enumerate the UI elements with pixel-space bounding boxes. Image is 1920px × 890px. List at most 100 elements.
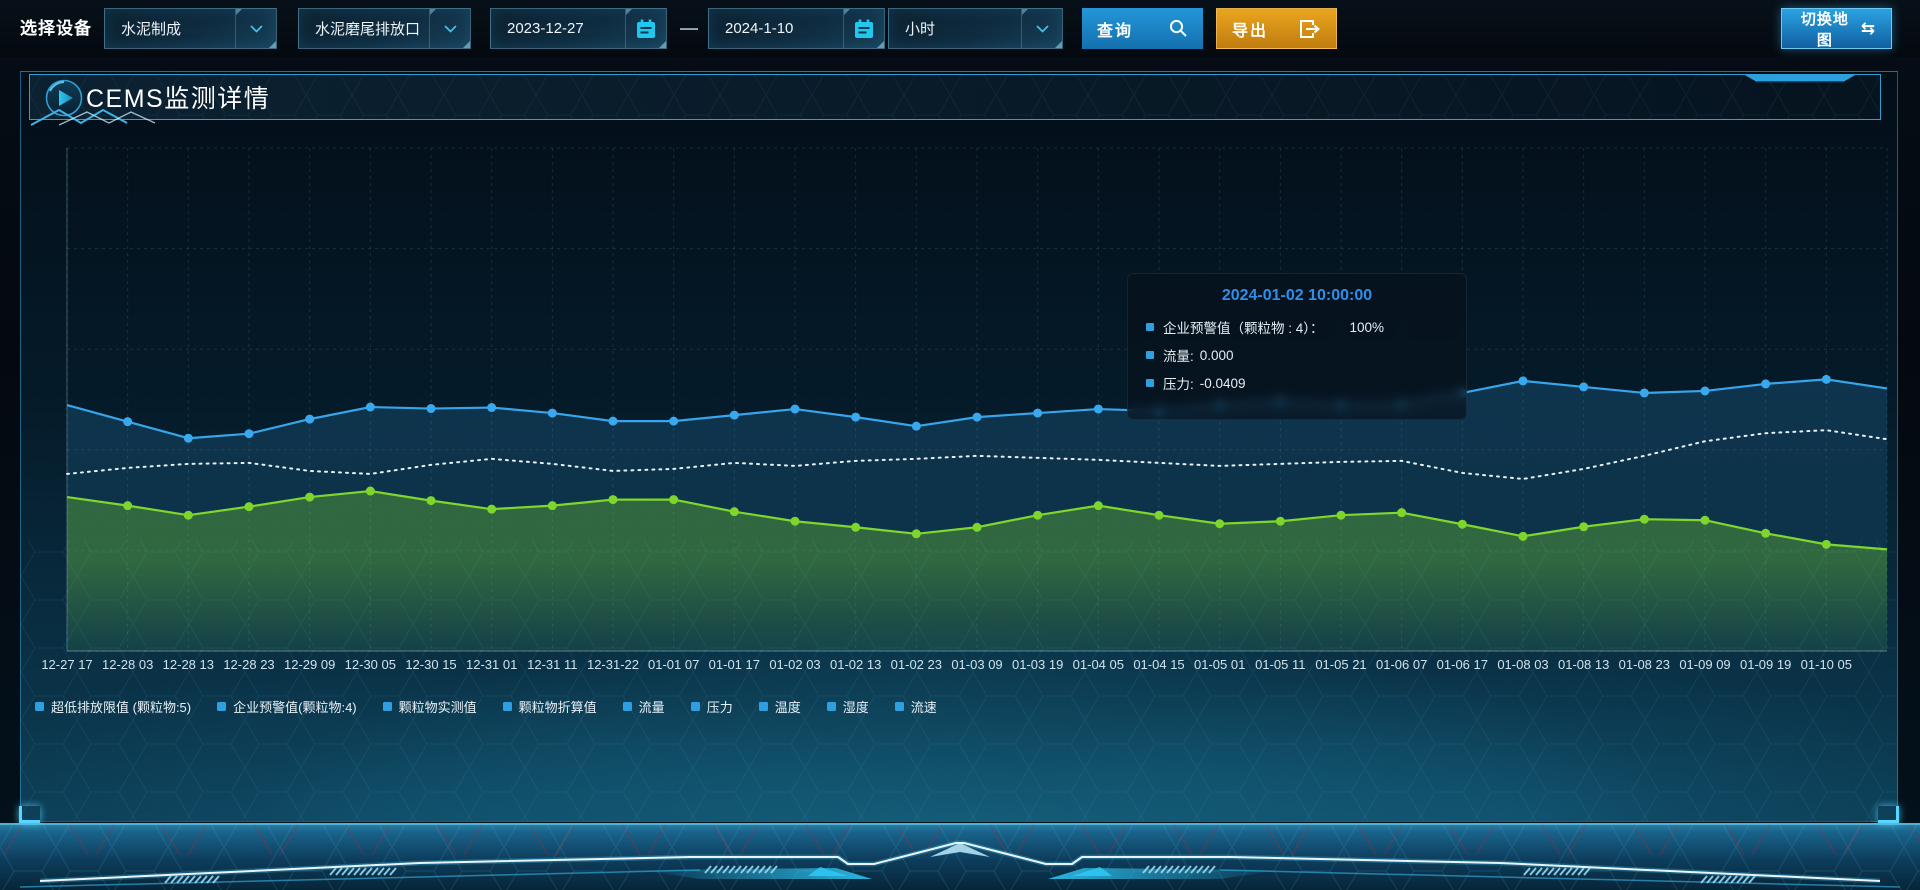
chevron-down-icon[interactable] bbox=[429, 9, 470, 48]
legend-item[interactable]: 流量 bbox=[622, 697, 665, 716]
legend-item-label: 流速 bbox=[910, 700, 937, 715]
x-axis-label: 12-31 01 bbox=[466, 657, 517, 672]
chart-legend: 超低排放限值 (颗粒物:5) 企业预警值(颗粒物:4) 颗粒物实测值 颗粒物折算值 流量… bbox=[35, 697, 937, 716]
x-axis-labels: 12-27 17 12-28 03 12-28 13 12-28 23 12-29 09… bbox=[41, 657, 1852, 672]
x-axis-label: 01-04 15 bbox=[1133, 657, 1184, 672]
switch-map-button[interactable]: 切换地图 ⇆ bbox=[1781, 8, 1892, 49]
x-axis-label: 01-08 13 bbox=[1558, 657, 1609, 672]
query-button[interactable]: 查询 bbox=[1082, 8, 1203, 49]
legend-item[interactable]: 颗粒物实测值 bbox=[382, 697, 477, 716]
tooltip-item-label: 企业预警值（颗粒物 : 4）： bbox=[1163, 321, 1324, 336]
legend-item-label: 温度 bbox=[774, 700, 801, 715]
x-axis-label: 12-30 15 bbox=[405, 657, 456, 672]
chart-tooltip: 2024-01-02 10:00:00 企业预警值（颗粒物 : 4）： 100%… bbox=[1127, 273, 1467, 420]
x-axis-label: 01-03 09 bbox=[951, 657, 1002, 672]
x-axis-label: 01-09 09 bbox=[1679, 657, 1730, 672]
x-axis-label: 01-10 05 bbox=[1801, 657, 1852, 672]
green-solid-line-dots bbox=[123, 486, 1831, 549]
end-date-input[interactable]: 2024-1-10 bbox=[708, 8, 885, 49]
cems-panel: CEMS监测详情 12-27 17 12-28 03 12-28 13 12-28 2… bbox=[19, 71, 1899, 823]
panel-corner-accent bbox=[1878, 806, 1899, 823]
legend-item-label: 压力 bbox=[706, 700, 733, 715]
x-axis-label: 01-06 07 bbox=[1376, 657, 1427, 672]
x-axis-label: 01-01 07 bbox=[648, 657, 699, 672]
x-axis-label: 12-30 05 bbox=[345, 657, 396, 672]
titlebar-notch-decoration bbox=[1743, 74, 1857, 83]
x-axis-label: 12-29 09 bbox=[284, 657, 335, 672]
calendar-icon[interactable] bbox=[843, 9, 884, 48]
legend-marker-icon bbox=[217, 702, 227, 711]
legend-marker-icon bbox=[35, 702, 44, 711]
panel-corner-accent bbox=[19, 806, 40, 823]
x-axis-label: 01-09 19 bbox=[1740, 657, 1791, 672]
cems-line-chart[interactable]: 12-27 17 12-28 03 12-28 13 12-28 23 12-29 09… bbox=[21, 120, 1897, 821]
date-range-separator: — bbox=[680, 18, 698, 38]
legend-marker-icon bbox=[758, 702, 768, 711]
toolbar: 选择设备 水泥制成 水泥磨尾排放口 2023-12-27 bbox=[0, 0, 1920, 57]
search-icon bbox=[1169, 19, 1187, 37]
hex-pattern-decoration bbox=[30, 75, 1880, 119]
start-date-input[interactable]: 2023-12-27 bbox=[490, 8, 667, 49]
outlet-select[interactable]: 水泥磨尾排放口 bbox=[298, 8, 471, 49]
x-axis-label: 01-05 01 bbox=[1194, 657, 1245, 672]
device-type-select[interactable]: 水泥制成 bbox=[104, 8, 277, 49]
series-marker-icon bbox=[1146, 351, 1154, 359]
tooltip-item-label: 压力: bbox=[1163, 377, 1194, 392]
x-axis-label: 01-02 23 bbox=[891, 657, 942, 672]
export-icon bbox=[1300, 19, 1321, 38]
swap-arrows-icon: ⇆ bbox=[1860, 18, 1876, 38]
x-axis-label: 01-02 03 bbox=[769, 657, 820, 672]
legend-item-label: 颗粒物折算值 bbox=[518, 700, 597, 715]
legend-item[interactable]: 湿度 bbox=[826, 697, 869, 716]
legend-item-label: 颗粒物实测值 bbox=[398, 700, 477, 715]
legend-item[interactable]: 颗粒物折算值 bbox=[502, 697, 597, 716]
end-date-value: 2024-1-10 bbox=[725, 20, 794, 37]
interval-select[interactable]: 小时 bbox=[888, 8, 1063, 49]
chevron-down-icon[interactable] bbox=[1021, 9, 1062, 48]
tooltip-timestamp: 2024-01-02 10:00:00 bbox=[1221, 287, 1373, 304]
tooltip-item: 流量: 0.000 bbox=[1146, 345, 1448, 365]
export-button[interactable]: 导出 bbox=[1216, 8, 1337, 49]
legend-item[interactable]: 压力 bbox=[690, 697, 733, 716]
query-button-label: 查询 bbox=[1097, 22, 1134, 40]
x-axis-label: 01-02 13 bbox=[830, 657, 881, 672]
start-date-value: 2023-12-27 bbox=[507, 20, 584, 37]
legend-item-label: 湿度 bbox=[842, 700, 869, 715]
x-axis-label: 01-01 17 bbox=[709, 657, 760, 672]
x-axis-label: 12-27 17 bbox=[41, 657, 92, 672]
titlebar-zigzag-decoration bbox=[30, 108, 156, 126]
legend-item[interactable]: 温度 bbox=[758, 697, 801, 716]
legend-marker-icon bbox=[622, 702, 632, 711]
x-axis-label: 01-04 05 bbox=[1073, 657, 1124, 672]
export-button-label: 导出 bbox=[1232, 22, 1269, 40]
series-marker-icon bbox=[1146, 379, 1154, 387]
x-axis-label: 01-05 21 bbox=[1315, 657, 1366, 672]
legend-item-label: 流量 bbox=[638, 700, 665, 715]
tooltip-item-label: 流量: bbox=[1163, 349, 1194, 364]
tooltip-item-value: -0.0409 bbox=[1199, 375, 1246, 391]
tooltip-item: 企业预警值（颗粒物 : 4）： 100% bbox=[1146, 317, 1448, 337]
legend-item[interactable]: 流速 bbox=[894, 697, 937, 716]
tooltip-item-value: 100% bbox=[1349, 319, 1385, 335]
interval-select-value: 小时 bbox=[905, 21, 936, 38]
x-axis-label: 12-28 23 bbox=[223, 657, 274, 672]
switch-map-label: 切换地图 bbox=[1800, 10, 1849, 49]
panel-titlebar: CEMS监测详情 bbox=[29, 74, 1881, 120]
legend-item-label: 超低排放限值 (颗粒物:5) bbox=[51, 700, 192, 715]
chevron-down-icon[interactable] bbox=[235, 9, 276, 48]
x-axis-label: 01-08 03 bbox=[1497, 657, 1548, 672]
legend-marker-icon bbox=[382, 702, 392, 711]
legend-item[interactable]: 企业预警值(颗粒物:4) bbox=[217, 697, 357, 716]
footer-decoration bbox=[0, 823, 1920, 890]
calendar-icon[interactable] bbox=[625, 9, 666, 48]
legend-item[interactable]: 超低排放限值 (颗粒物:5) bbox=[35, 697, 191, 716]
legend-marker-icon bbox=[690, 702, 700, 711]
chart-area[interactable]: 12-27 17 12-28 03 12-28 13 12-28 23 12-29 09… bbox=[21, 120, 1897, 821]
x-axis-label: 12-31 11 bbox=[527, 657, 577, 672]
x-axis-label: 01-06 17 bbox=[1437, 657, 1488, 672]
tooltip-item: 压力: -0.0409 bbox=[1146, 373, 1448, 393]
series-marker-icon bbox=[1146, 323, 1154, 331]
x-axis-label: 01-03 19 bbox=[1012, 657, 1063, 672]
x-axis-label: 01-05 11 bbox=[1255, 657, 1305, 672]
